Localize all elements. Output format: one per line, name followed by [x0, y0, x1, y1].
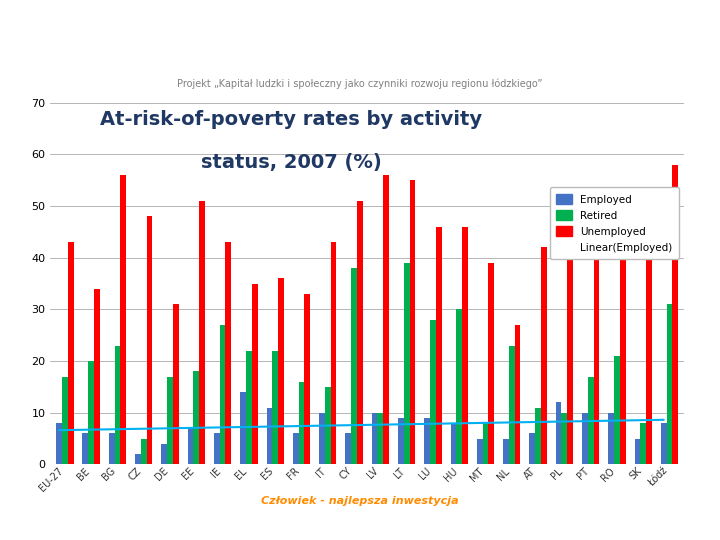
- Bar: [225, 242, 231, 464]
- Linear(Employed): [629, 417, 637, 423]
- Bar: [351, 268, 357, 464]
- Bar: [161, 444, 167, 464]
- Bar: [246, 350, 252, 464]
- Linear(Employed): [611, 417, 619, 424]
- Bar: [535, 408, 541, 464]
- Bar: [541, 247, 546, 464]
- Bar: [94, 289, 100, 464]
- Bar: [456, 309, 462, 464]
- Bar: [173, 304, 179, 464]
- Bar: [430, 320, 436, 464]
- Bar: [436, 227, 441, 464]
- Bar: [319, 413, 325, 464]
- Legend: Employed, Retired, Unemployed, Linear(Employed): Employed, Retired, Unemployed, Linear(Em…: [550, 187, 679, 259]
- Linear(Employed): [195, 424, 204, 431]
- Bar: [588, 376, 593, 464]
- Bar: [325, 387, 330, 464]
- Bar: [667, 304, 672, 464]
- Bar: [640, 423, 646, 464]
- Bar: [305, 294, 310, 464]
- Bar: [266, 408, 272, 464]
- Bar: [220, 325, 225, 464]
- Bar: [410, 180, 415, 464]
- Bar: [567, 242, 573, 464]
- Bar: [488, 263, 494, 464]
- Linear(Employed): [171, 425, 179, 431]
- Bar: [614, 356, 620, 464]
- Bar: [147, 217, 153, 464]
- Bar: [620, 232, 626, 464]
- Bar: [135, 454, 141, 464]
- Text: Człowiek - najlepsza inwestycja: Człowiek - najlepsza inwestycja: [261, 496, 459, 506]
- Bar: [357, 201, 363, 464]
- Bar: [593, 232, 599, 464]
- Bar: [477, 438, 482, 464]
- Bar: [608, 413, 614, 464]
- Bar: [582, 413, 588, 464]
- Bar: [293, 434, 299, 464]
- Bar: [252, 284, 258, 464]
- Bar: [424, 418, 430, 464]
- Bar: [68, 242, 73, 464]
- Bar: [451, 423, 456, 464]
- Bar: [141, 438, 147, 464]
- Bar: [383, 175, 389, 464]
- Bar: [56, 423, 62, 464]
- Bar: [672, 165, 678, 464]
- Bar: [515, 325, 521, 464]
- Bar: [556, 402, 562, 464]
- Bar: [240, 392, 246, 464]
- Bar: [346, 434, 351, 464]
- Linear(Employed): [415, 421, 424, 427]
- Bar: [377, 413, 383, 464]
- Bar: [529, 434, 535, 464]
- Bar: [562, 413, 567, 464]
- Line: Linear(Employed): Linear(Employed): [59, 420, 664, 430]
- Bar: [120, 175, 126, 464]
- Text: Projekt „Kapitał ludzki i społeczny jako czynniki rozwoju regionu łódzkiego”: Projekt „Kapitał ludzki i społeczny jako…: [177, 78, 543, 89]
- Text: status, 2007 (%): status, 2007 (%): [201, 153, 382, 172]
- Text: At-risk-of-poverty rates by activity: At-risk-of-poverty rates by activity: [100, 110, 482, 129]
- Linear(Employed): [55, 427, 63, 434]
- Linear(Employed): [366, 422, 375, 428]
- Bar: [214, 434, 220, 464]
- Bar: [634, 438, 640, 464]
- Bar: [83, 434, 89, 464]
- Bar: [372, 413, 377, 464]
- Bar: [646, 237, 652, 464]
- Bar: [503, 438, 509, 464]
- Bar: [330, 242, 336, 464]
- Bar: [194, 372, 199, 464]
- Bar: [278, 278, 284, 464]
- Bar: [272, 350, 278, 464]
- Linear(Employed): [660, 416, 668, 423]
- Bar: [462, 227, 468, 464]
- Bar: [482, 423, 488, 464]
- Bar: [661, 423, 667, 464]
- Bar: [109, 434, 114, 464]
- Bar: [404, 263, 410, 464]
- Bar: [188, 428, 194, 464]
- Bar: [398, 418, 404, 464]
- Bar: [509, 346, 515, 464]
- Bar: [199, 201, 205, 464]
- Bar: [89, 361, 94, 464]
- Bar: [299, 382, 305, 464]
- Bar: [167, 376, 173, 464]
- Bar: [114, 346, 120, 464]
- Bar: [62, 376, 68, 464]
